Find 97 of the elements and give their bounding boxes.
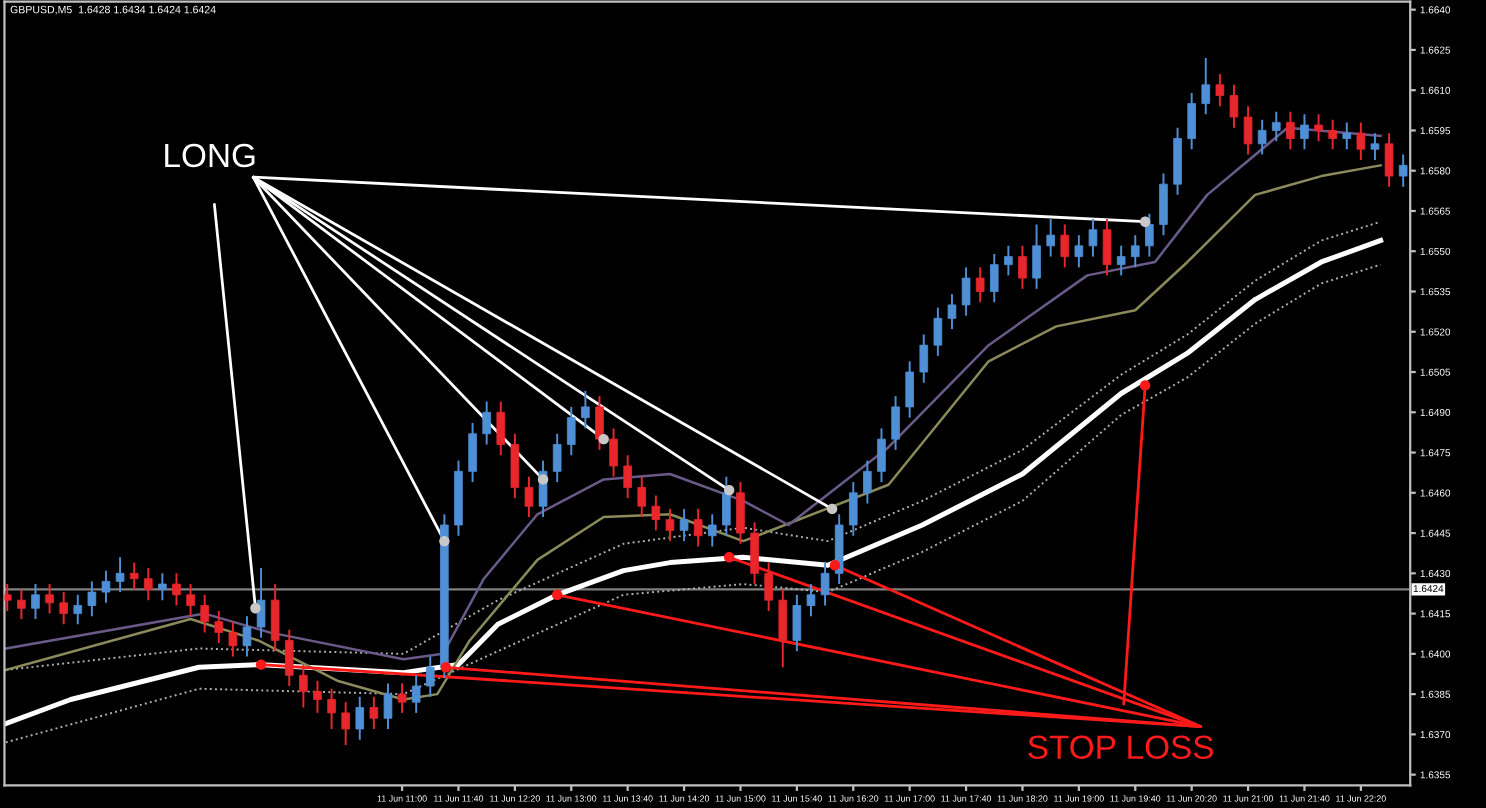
candlestick <box>1074 234 1084 269</box>
candlestick <box>4 583 12 612</box>
candlestick <box>707 513 717 548</box>
candlestick <box>891 395 900 451</box>
candlestick <box>270 583 280 653</box>
candlestick <box>933 306 943 357</box>
candlestick <box>679 507 689 543</box>
candlestick <box>1286 110 1295 151</box>
candlestick <box>905 360 914 419</box>
candlestick <box>59 591 68 626</box>
candlestick <box>1159 172 1168 237</box>
candlestick <box>341 701 350 747</box>
candlestick <box>806 583 816 618</box>
candlestick <box>1314 113 1323 143</box>
candlestick <box>17 588 26 620</box>
candlestick <box>256 566 266 639</box>
candlestick <box>158 572 167 602</box>
candlestick <box>1173 126 1182 196</box>
candlestick <box>1243 105 1253 156</box>
candlestick <box>355 695 365 741</box>
candlestick <box>1370 132 1380 161</box>
candlestick <box>552 432 562 484</box>
candlestick <box>623 454 632 500</box>
candlestick <box>284 628 294 688</box>
candlestick <box>595 395 604 451</box>
candlestick <box>313 679 322 714</box>
candlestick <box>961 266 971 317</box>
candlestick <box>31 583 40 620</box>
candlestick <box>947 293 957 331</box>
candlestick <box>1046 218 1055 258</box>
candlestick <box>1229 83 1239 129</box>
candlestick <box>848 481 858 537</box>
candlestick <box>1271 110 1281 143</box>
candlestick <box>1187 91 1196 151</box>
candlestick <box>566 405 576 457</box>
annotation: STOP LOSS <box>1028 735 1213 760</box>
candlestick <box>1004 244 1013 277</box>
candlestick <box>736 481 745 545</box>
candlestick <box>778 588 788 669</box>
candlestick <box>200 593 209 634</box>
candlestick <box>975 266 985 304</box>
candlestick <box>1060 223 1070 269</box>
candlestick <box>214 609 224 645</box>
candlestick <box>1145 212 1154 258</box>
candlestick <box>510 432 520 500</box>
candlestick <box>1215 73 1225 108</box>
candlestick <box>73 593 83 626</box>
candlestick <box>919 333 929 384</box>
candlestick <box>1116 244 1126 277</box>
candlestick <box>425 655 435 698</box>
candlestick <box>228 620 238 658</box>
candlestick <box>1398 153 1408 188</box>
candlestick <box>411 674 421 714</box>
candlestick <box>651 494 661 532</box>
candlestick <box>1257 118 1267 156</box>
candlestick <box>1201 57 1211 116</box>
candlestick <box>327 687 336 730</box>
candlestick <box>637 475 647 518</box>
candlestick <box>524 475 534 518</box>
candlestick <box>468 422 477 484</box>
candlestick <box>1018 244 1027 290</box>
candlestick <box>45 583 54 615</box>
candlestick <box>609 427 618 478</box>
candlestick <box>863 459 872 505</box>
candlestick <box>792 593 802 653</box>
candlestick <box>581 389 590 430</box>
candlestick <box>1342 121 1352 151</box>
candlestick <box>1130 234 1140 269</box>
candlestick <box>186 583 195 618</box>
candlestick <box>764 561 773 612</box>
candlestick <box>87 580 97 618</box>
candlestick <box>172 572 181 607</box>
candlestick <box>989 252 999 304</box>
candlestick <box>750 521 759 586</box>
candlestick <box>482 400 491 446</box>
candlestick <box>877 427 886 484</box>
candlestick <box>693 507 703 548</box>
candlestick <box>369 695 379 730</box>
candlestick <box>1102 218 1112 277</box>
candlestick <box>1088 218 1098 258</box>
candlestick <box>143 566 153 602</box>
candlestick <box>101 569 111 604</box>
candlestick <box>665 507 675 543</box>
candlestick <box>383 682 393 730</box>
candlestick <box>1032 223 1041 290</box>
candlestick <box>299 663 308 709</box>
candlestick <box>1328 118 1337 151</box>
annotation: LONG <box>165 143 255 168</box>
candlestick <box>1384 132 1394 188</box>
candlestick <box>496 400 506 457</box>
candlestick <box>820 561 830 607</box>
candlestick <box>129 561 139 591</box>
candlestick <box>1356 121 1366 161</box>
candlestick <box>115 556 125 594</box>
candlestick <box>397 682 407 714</box>
candlestick <box>1300 113 1309 151</box>
candlestick <box>242 615 252 658</box>
